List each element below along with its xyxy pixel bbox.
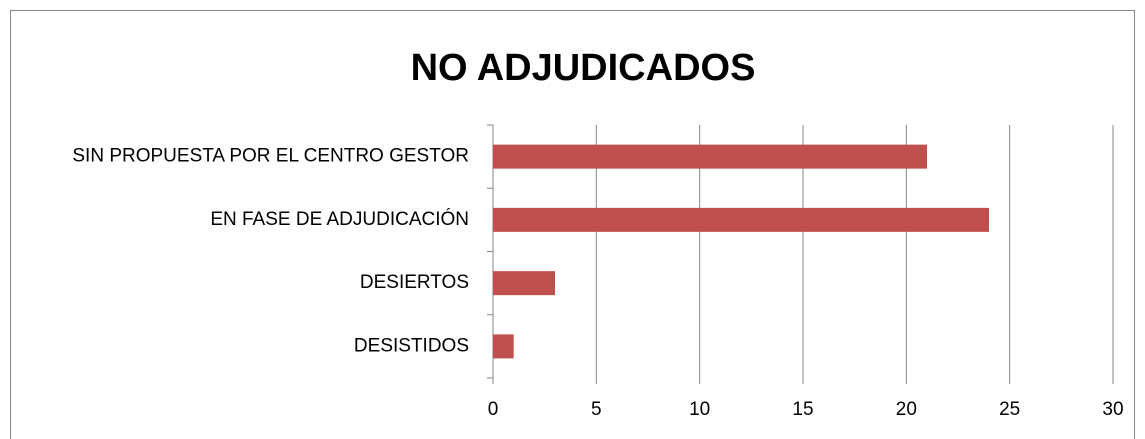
x-tick-label: 15 [792, 399, 813, 420]
y-tick-label: DESIERTOS [360, 272, 469, 293]
y-tick-label: EN FASE DE ADJUDICACIÓN [210, 208, 469, 230]
y-tick-label: SIN PROPUESTA POR EL CENTRO GESTOR [72, 146, 469, 167]
x-tick-label: 30 [1102, 399, 1123, 420]
bar [493, 144, 927, 169]
x-tick-label: 25 [999, 399, 1020, 420]
x-tick-label: 5 [591, 399, 602, 420]
chart-title: NO ADJUDICADOS [411, 47, 756, 89]
x-tick-label: 0 [488, 399, 499, 420]
x-tick-label: 20 [896, 399, 917, 420]
y-tick-label: DESISTIDOS [354, 335, 469, 356]
bar [493, 207, 989, 232]
bar [493, 271, 555, 296]
bar [493, 334, 514, 359]
x-tick-label: 10 [689, 399, 710, 420]
